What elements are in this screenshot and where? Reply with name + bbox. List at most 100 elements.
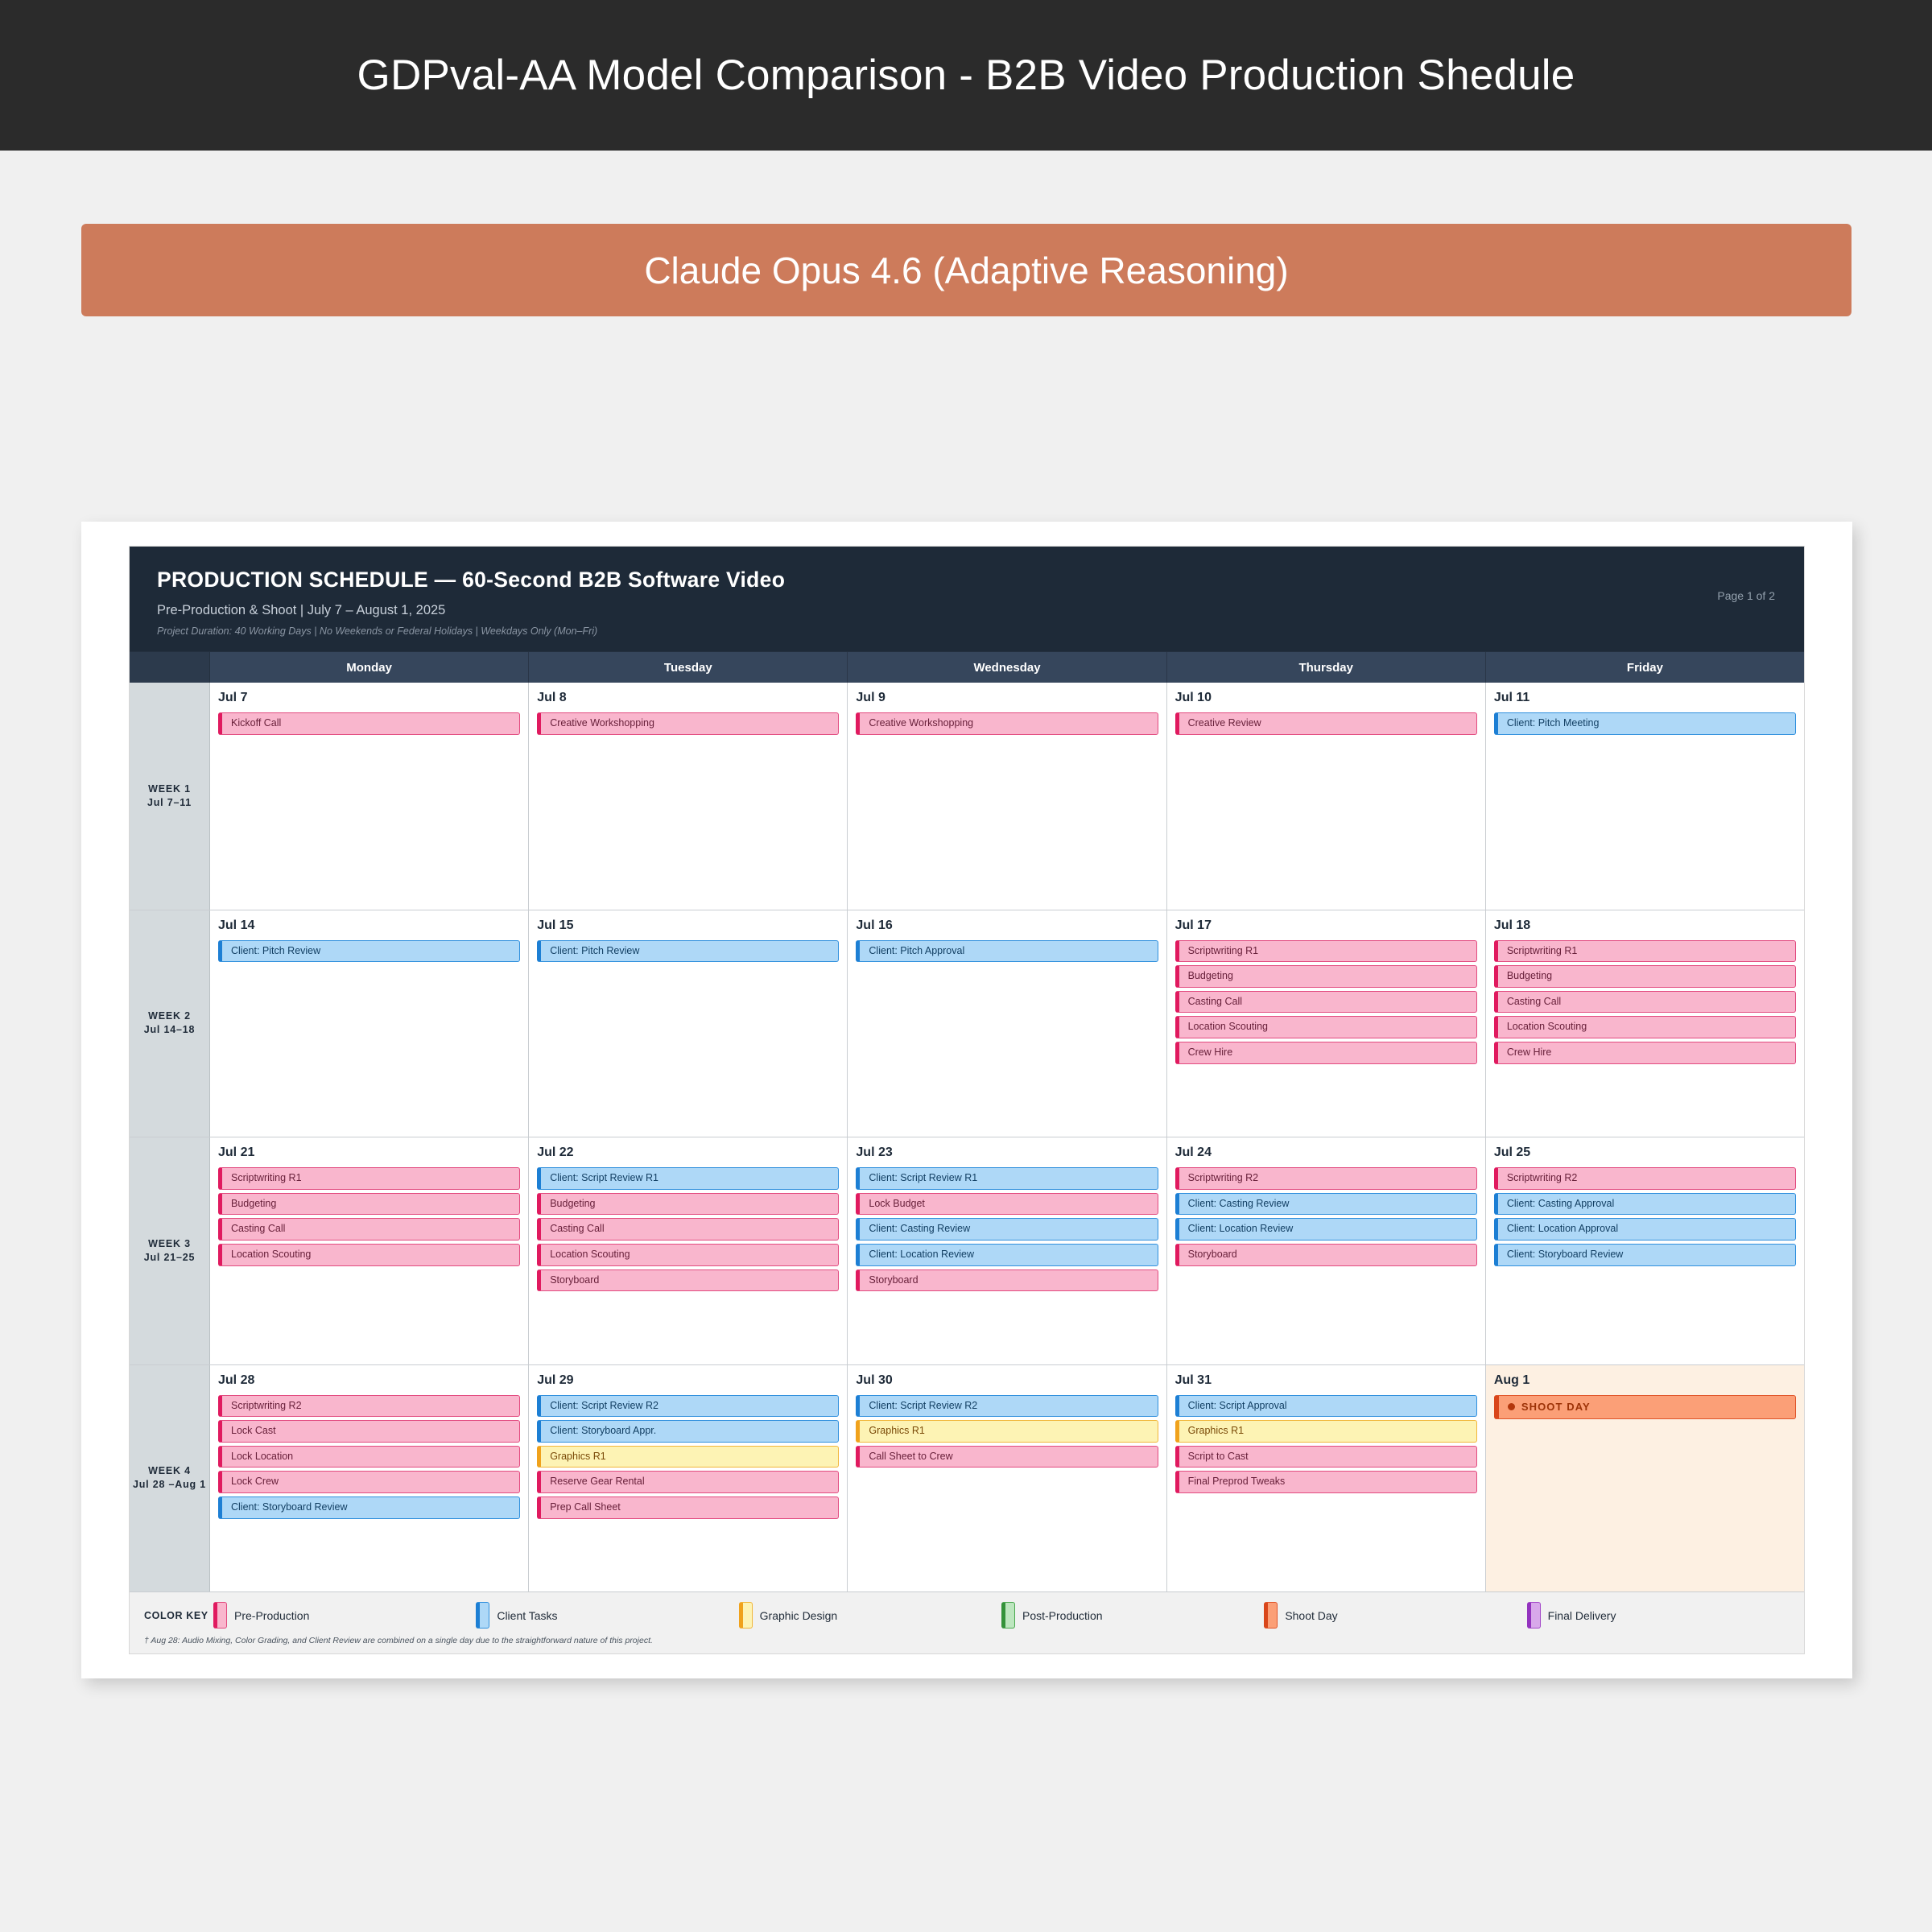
task-chip[interactable]: Casting Call — [1174, 990, 1477, 1013]
task-chip[interactable]: Location Scouting — [537, 1243, 840, 1266]
task-chip[interactable]: Client: Storyboard Review — [218, 1496, 521, 1519]
day-date-label: Jul 7 — [218, 691, 248, 704]
task-chip[interactable]: Location Scouting — [1493, 1016, 1797, 1038]
day-cell[interactable]: Jul 30 Client: Script Review R2 Graphics R… — [848, 1364, 1167, 1591]
day-cell[interactable]: Jul 14 Client: Pitch Review — [210, 910, 530, 1137]
day-cell[interactable]: Jul 10 Creative Review — [1166, 683, 1486, 910]
task-chip[interactable]: Storyboard — [1174, 1243, 1477, 1266]
day-cell[interactable]: Jul 21 Scriptwriting R1 Budgeting Casting C… — [210, 1137, 530, 1364]
task-chip[interactable]: Script to Cast — [1174, 1445, 1477, 1468]
task-chip[interactable]: Budgeting — [537, 1192, 840, 1216]
task-chip[interactable]: SHOOT DAY — [1493, 1394, 1797, 1419]
production-schedule-document: PRODUCTION SCHEDULE — 60-Second B2B Soft… — [129, 546, 1805, 1654]
day-cell[interactable]: Jul 9 Creative Workshopping — [848, 683, 1167, 910]
task-chip[interactable]: Lock Crew — [218, 1471, 521, 1493]
day-cell[interactable]: Jul 17 Scriptwriting R1 Budgeting Casting C… — [1166, 910, 1486, 1137]
task-chip[interactable]: Client: Script Review R2 — [856, 1394, 1158, 1418]
task-chip[interactable]: Graphics R1 — [1174, 1420, 1477, 1443]
task-chip[interactable]: Reserve Gear Rental — [537, 1471, 840, 1493]
color-swatch-graphic — [738, 1602, 753, 1629]
day-date-label: Jul 16 — [856, 918, 893, 932]
task-chip[interactable]: Final Preprod Tweaks — [1174, 1471, 1477, 1493]
task-chip[interactable]: Creative Review — [1174, 712, 1477, 735]
day-cell[interactable]: Aug 1 SHOOT DAY — [1485, 1364, 1805, 1591]
color-key-item: Graphic Design — [738, 1602, 1001, 1629]
task-chip[interactable]: Client: Location Approval — [1493, 1218, 1797, 1241]
color-key-title: COLOR KEY — [144, 1609, 208, 1621]
task-chip[interactable]: Client: Pitch Review — [218, 939, 521, 963]
day-cell[interactable]: Jul 18 Scriptwriting R1 Budgeting Casting C… — [1485, 910, 1805, 1137]
week-row: WEEK 1 Jul 7–11 Jul 7 Kickoff Call Jul 8 Crea… — [130, 683, 1805, 910]
day-cell[interactable]: Jul 11 Client: Pitch Meeting — [1485, 683, 1805, 910]
task-chip[interactable]: Prep Call Sheet — [537, 1496, 840, 1519]
task-chip[interactable]: Budgeting — [218, 1192, 521, 1216]
task-chip[interactable]: Client: Pitch Review — [537, 939, 840, 963]
task-chip[interactable]: Scriptwriting R1 — [1174, 939, 1477, 963]
task-chip[interactable]: Location Scouting — [1174, 1016, 1477, 1038]
task-chip[interactable]: Scriptwriting R1 — [1493, 939, 1797, 963]
task-chip[interactable]: Client: Storyboard Appr. — [537, 1420, 840, 1443]
day-cell[interactable]: Jul 25 Scriptwriting R2 Client: Casting Ap… — [1485, 1137, 1805, 1364]
day-date-label: Jul 9 — [856, 691, 886, 704]
task-chip[interactable]: Client: Location Review — [856, 1243, 1158, 1266]
day-cell[interactable]: Jul 23 Client: Script Review R1 Lock Budge… — [848, 1137, 1167, 1364]
week-label: WEEK 2 Jul 14–18 — [130, 910, 210, 1137]
day-cell[interactable]: Jul 28 Scriptwriting R2 Lock Cast Lock Loca… — [210, 1364, 530, 1591]
task-chip[interactable]: Client: Storyboard Review — [1493, 1243, 1797, 1266]
task-chip[interactable]: Client: Script Review R1 — [537, 1167, 840, 1190]
day-cell[interactable]: Jul 15 Client: Pitch Review — [529, 910, 848, 1137]
day-cell[interactable]: Jul 16 Client: Pitch Approval — [848, 910, 1167, 1137]
task-chip[interactable]: Scriptwriting R2 — [218, 1394, 521, 1418]
task-chip[interactable]: Graphics R1 — [856, 1420, 1158, 1443]
day-cell[interactable]: Jul 7 Kickoff Call — [210, 683, 530, 910]
week-label-range: Jul 14–18 — [143, 1024, 196, 1036]
task-chip[interactable]: Client: Casting Review — [1174, 1192, 1477, 1216]
task-chip[interactable]: Creative Workshopping — [537, 712, 840, 735]
task-chip[interactable]: Client: Pitch Meeting — [1493, 712, 1797, 735]
task-chip[interactable]: Lock Cast — [218, 1420, 521, 1443]
day-cell[interactable]: Jul 8 Creative Workshopping — [529, 683, 848, 910]
task-chip[interactable]: Budgeting — [1174, 965, 1477, 988]
color-key-item: Client Tasks — [476, 1602, 738, 1629]
task-chip[interactable]: Call Sheet to Crew — [856, 1445, 1158, 1468]
week-label: WEEK 4 Jul 28 –Aug 1 — [130, 1364, 210, 1591]
task-chip[interactable]: Client: Script Review R1 — [856, 1167, 1158, 1190]
day-header-row: Monday Tuesday Wednesday Thursday Friday — [130, 651, 1804, 683]
task-chip[interactable]: Casting Call — [537, 1218, 840, 1241]
color-key-label: Shoot Day — [1285, 1608, 1338, 1622]
task-chip[interactable]: Scriptwriting R2 — [1174, 1167, 1477, 1190]
task-chip[interactable]: Client: Location Review — [1174, 1218, 1477, 1241]
app-title-bar: GDPval-AA Model Comparison - B2B Video P… — [0, 0, 1932, 151]
task-chip[interactable]: Location Scouting — [218, 1243, 521, 1266]
week-label-range: Jul 21–25 — [143, 1251, 196, 1263]
day-cell[interactable]: Jul 22 Client: Script Review R1 Budgeting C… — [529, 1137, 848, 1364]
task-chip[interactable]: Storyboard — [856, 1269, 1158, 1292]
task-chip[interactable]: Crew Hire — [1493, 1042, 1797, 1064]
model-banner-container: Claude Opus 4.6 (Adaptive Reasoning) — [81, 224, 1852, 316]
task-chip[interactable]: Kickoff Call — [218, 712, 521, 735]
task-chip[interactable]: Client: Script Review R2 — [537, 1394, 840, 1418]
day-cell[interactable]: Jul 24 Scriptwriting R2 Client: Casting Re… — [1166, 1137, 1486, 1364]
week-label-range: Jul 7–11 — [147, 796, 192, 808]
task-chip[interactable]: Client: Pitch Approval — [856, 939, 1158, 963]
day-header-tuesday: Tuesday — [529, 652, 848, 683]
task-chip[interactable]: Lock Budget — [856, 1192, 1158, 1216]
day-cell[interactable]: Jul 29 Client: Script Review R2 Client: St… — [529, 1364, 848, 1591]
task-chip[interactable]: Scriptwriting R2 — [1493, 1167, 1797, 1190]
task-chip[interactable]: Budgeting — [1493, 965, 1797, 988]
task-chip[interactable]: Crew Hire — [1174, 1042, 1477, 1064]
shoot-day-dot-icon — [1507, 1402, 1515, 1410]
task-chip[interactable]: Lock Location — [218, 1445, 521, 1468]
day-date-label: Jul 15 — [537, 918, 574, 932]
task-chip[interactable]: Storyboard — [537, 1269, 840, 1292]
page-title: GDPval-AA Model Comparison - B2B Video P… — [357, 52, 1575, 99]
task-chip[interactable]: Scriptwriting R1 — [218, 1167, 521, 1190]
task-chip[interactable]: Client: Script Approval — [1174, 1394, 1477, 1418]
task-chip[interactable]: Creative Workshopping — [856, 712, 1158, 735]
task-chip[interactable]: Casting Call — [218, 1218, 521, 1241]
task-chip[interactable]: Client: Casting Review — [856, 1218, 1158, 1241]
day-cell[interactable]: Jul 31 Client: Script Approval Graphics R1… — [1166, 1364, 1486, 1591]
task-chip[interactable]: Casting Call — [1493, 990, 1797, 1013]
task-chip[interactable]: Client: Casting Approval — [1493, 1192, 1797, 1216]
task-chip[interactable]: Graphics R1 — [537, 1445, 840, 1468]
